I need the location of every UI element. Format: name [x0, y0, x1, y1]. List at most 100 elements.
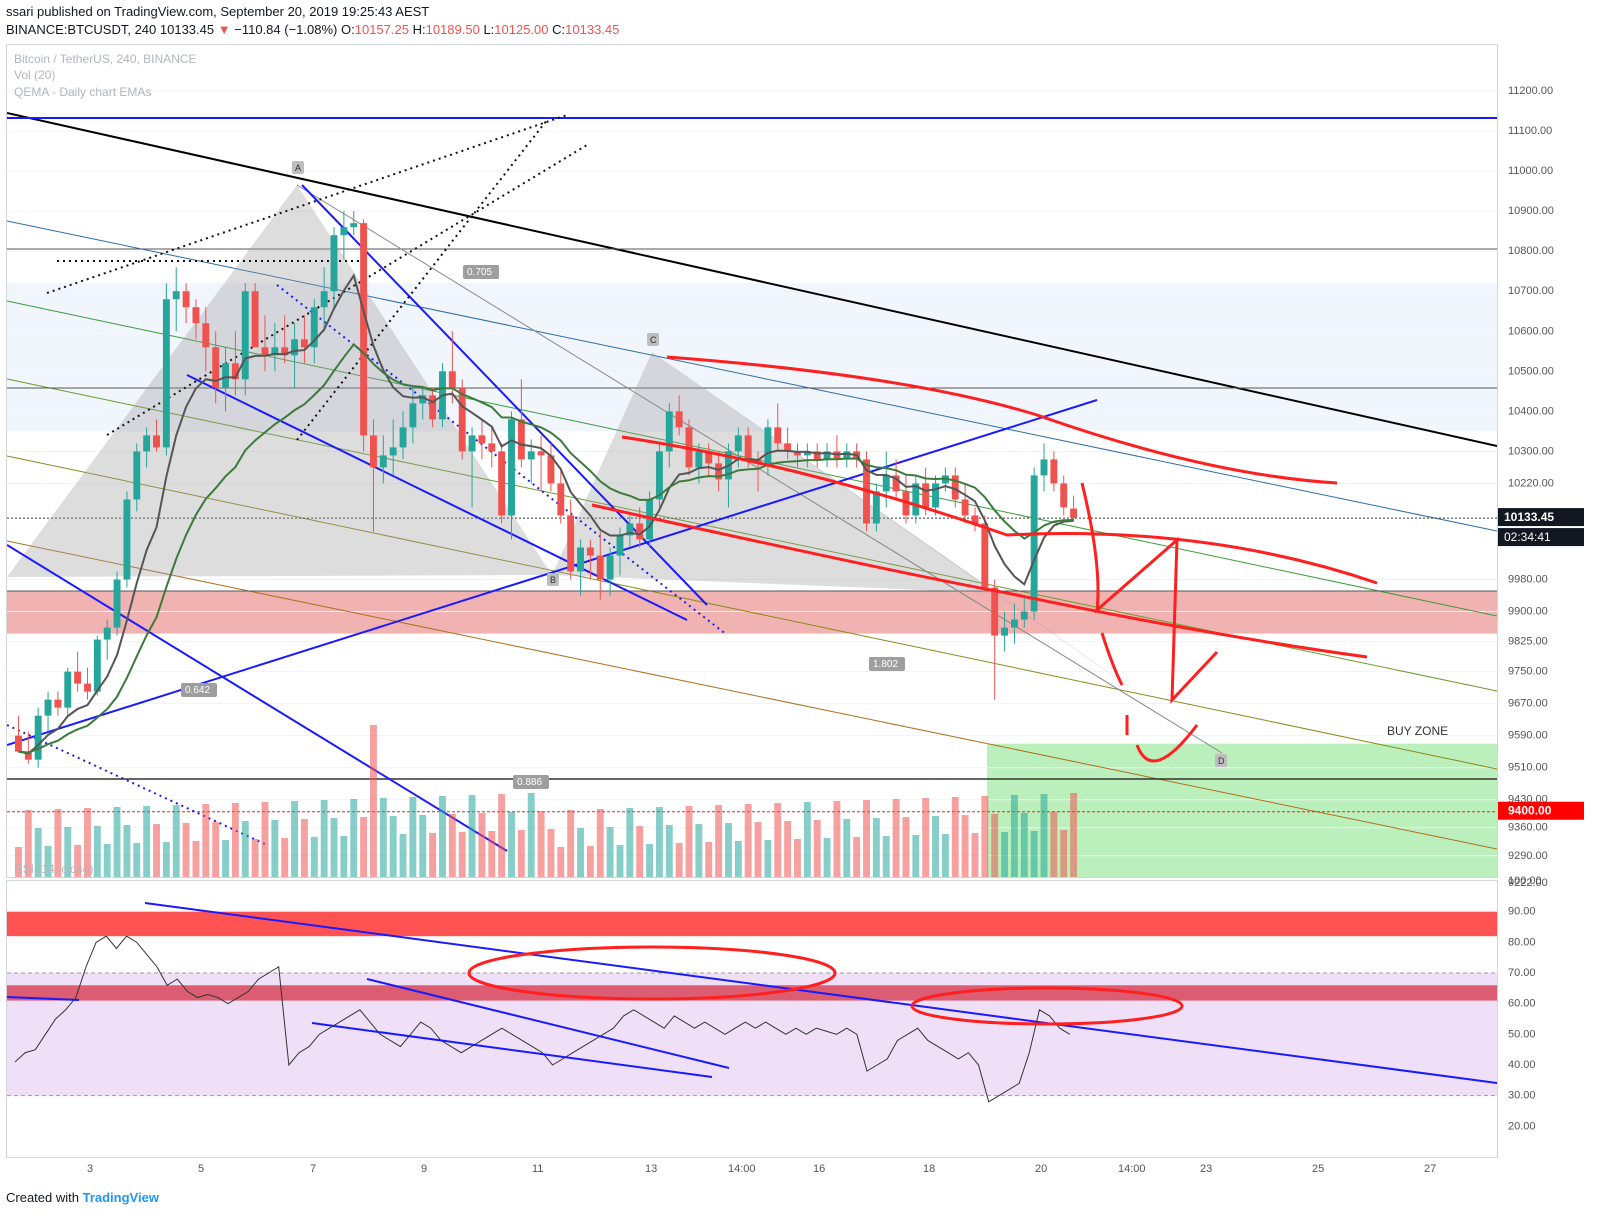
volume-bar	[1030, 831, 1038, 877]
footer: Created with TradingView	[6, 1190, 159, 1205]
candle-body	[123, 499, 131, 580]
open-value: 10157.25	[354, 22, 409, 37]
candle-body	[1070, 508, 1078, 519]
candle-body	[991, 587, 999, 636]
change-value: −110.84 (−1.08%)	[234, 22, 338, 37]
price-tick-label: 9825.00	[1508, 636, 1548, 648]
rsi-chart[interactable]	[6, 881, 1498, 1157]
candle-body	[360, 223, 368, 436]
rsi-trendline	[366, 978, 730, 1069]
price-tick-label: 9980.00	[1508, 574, 1548, 586]
candle-body	[241, 291, 249, 380]
candle-body	[162, 299, 170, 448]
volume-bar	[833, 801, 841, 877]
volume-bar	[241, 821, 249, 877]
volume-bar	[932, 816, 939, 877]
down-arrow-icon: ▼	[217, 22, 231, 37]
volume-bar	[892, 799, 900, 877]
candle-body	[823, 451, 831, 460]
red-drawing	[621, 435, 1378, 585]
time-tick-label: 25	[1312, 1163, 1325, 1175]
close-label: C:	[552, 22, 566, 37]
volume-bar	[498, 794, 506, 877]
volume-bar	[212, 822, 220, 877]
rsi-tick-label: 40.00	[1508, 1059, 1536, 1071]
channel-line	[6, 220, 1498, 532]
fib-ratio-badge	[463, 265, 499, 279]
rsi-tick-label: 80.00	[1508, 936, 1536, 948]
volume-bar	[93, 826, 101, 877]
candle-body	[202, 323, 210, 348]
tradingview-logo: TradingView	[82, 1190, 159, 1205]
fib-ratio-label: 1.802	[873, 659, 898, 670]
candle-body	[971, 515, 979, 524]
blue-dotted-line	[6, 724, 268, 846]
candle-body	[665, 411, 673, 452]
volume-bar	[192, 841, 200, 877]
volume-bar	[853, 837, 861, 877]
candle-body	[596, 555, 604, 580]
candle-body	[330, 235, 338, 292]
price-chart[interactable]: BUY ZONE 0.705 0.642 1.802 0.886 A B C D	[6, 45, 1498, 884]
rsi-red-circle	[910, 986, 1184, 1026]
volume-legend: Vol (20)	[14, 68, 56, 82]
time-tick-label: 5	[198, 1163, 205, 1175]
blue-line	[6, 544, 508, 852]
price-tick-label: 11100.00	[1508, 125, 1552, 137]
candle-body	[133, 451, 141, 500]
volume-bar	[360, 817, 368, 877]
ema-fast-line	[18, 273, 1074, 755]
candle-body	[182, 291, 190, 308]
red-drawing	[591, 503, 1368, 659]
time-tick-label: 18	[923, 1163, 936, 1175]
price-tick-label: 11000.00	[1508, 165, 1553, 177]
candle-body	[64, 671, 72, 708]
price-axis[interactable]: 11200.00 11100.00 11000.00 10900.00 10800.00…	[1498, 44, 1608, 1156]
rsi-pane[interactable]	[6, 880, 1498, 1158]
candle-body	[764, 427, 772, 464]
volume-bar	[675, 843, 683, 877]
volume-bar	[715, 805, 723, 877]
candle-body	[93, 639, 101, 692]
fib-ratio-label: 0.886	[517, 777, 542, 788]
volume-bar	[143, 806, 151, 877]
high-label: H:	[412, 22, 426, 37]
volume-bar	[636, 826, 644, 877]
price-tick-label: 9360.00	[1508, 822, 1548, 834]
volume-bar	[222, 840, 229, 877]
volume-bar	[725, 823, 732, 877]
volume-bar	[586, 846, 594, 877]
volume-bar	[784, 821, 792, 877]
volume-bar	[439, 796, 446, 877]
fib-ratio-label: 0.705	[467, 267, 492, 278]
candle-body	[448, 371, 456, 388]
candle-body	[892, 475, 900, 492]
volume-bar	[350, 799, 358, 877]
volume-bar	[843, 819, 851, 877]
volume-bar	[517, 830, 525, 877]
candle-body	[478, 435, 486, 444]
candle-body	[734, 435, 742, 452]
candle-body	[1001, 627, 1009, 636]
candle-body	[636, 523, 644, 540]
volume-bar	[291, 801, 299, 877]
time-tick-label: 16	[813, 1163, 826, 1175]
volume-bar	[103, 844, 111, 877]
volume-bar	[172, 805, 180, 877]
volume-bar	[84, 808, 91, 877]
countdown-tag	[1498, 528, 1584, 547]
candle-body	[399, 427, 407, 448]
volume-bar	[606, 827, 614, 877]
candle-body	[744, 435, 752, 460]
channel-line	[6, 455, 1498, 770]
price-chart-pane[interactable]: BUY ZONE 0.705 0.642 1.802 0.886 A B C D	[6, 44, 1498, 884]
red-drawing	[1080, 482, 1219, 704]
rsi-tick-label: 30.00	[1508, 1090, 1536, 1102]
volume-bar	[872, 818, 880, 877]
volume-bar	[153, 824, 160, 877]
candle-body	[577, 547, 584, 572]
volume-bar	[64, 827, 72, 877]
last-price: 10133.45	[159, 22, 215, 37]
candle-body	[547, 455, 555, 484]
ohlc-header: BINANCE:BTCUSDT, 240 10133.45 ▼ −110.84 …	[6, 22, 619, 37]
